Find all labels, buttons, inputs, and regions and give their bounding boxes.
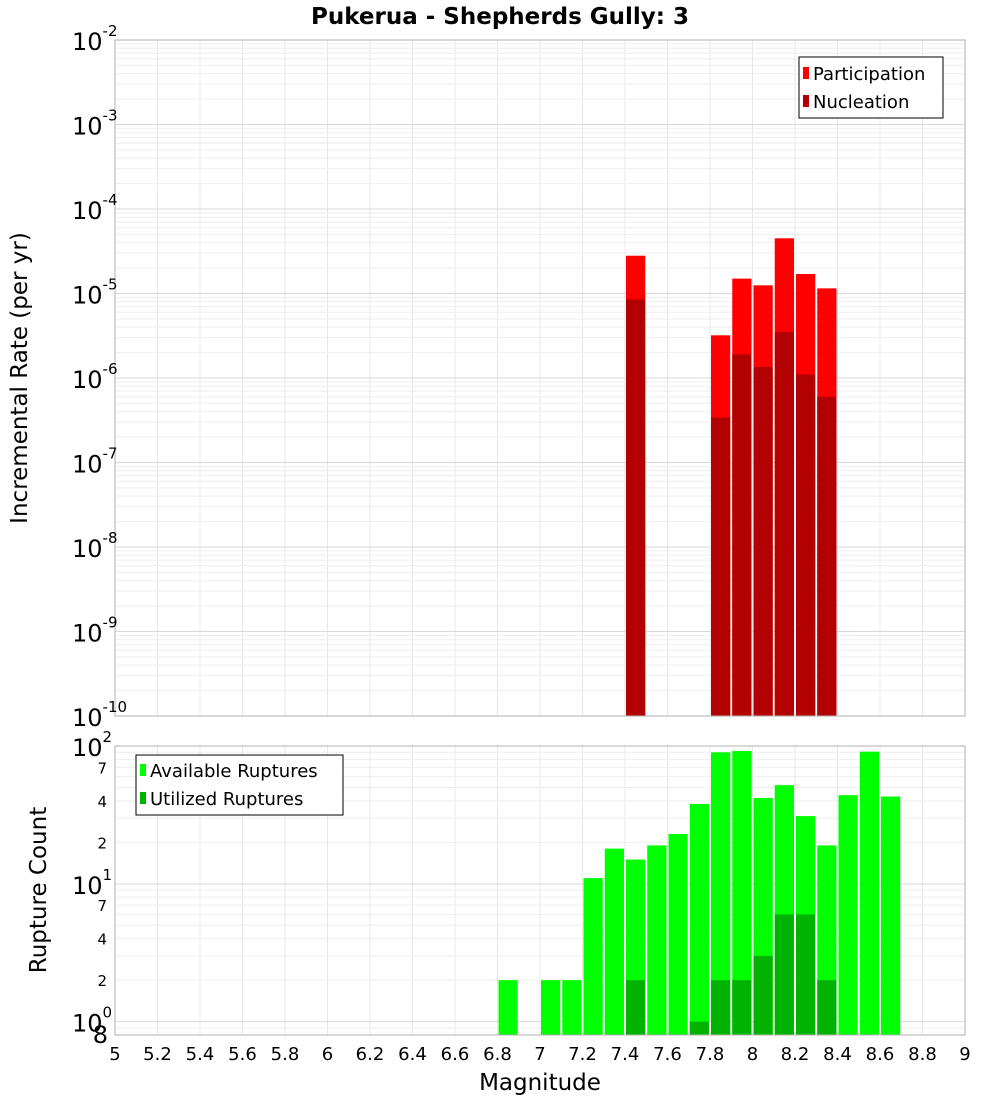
count-bar-utilized-ruptures (711, 980, 731, 1035)
rate-plot-bars (626, 238, 837, 717)
count-bar-utilized-ruptures (753, 955, 773, 1035)
count-y-decade-label: 100 (72, 1004, 112, 1038)
legend-label-available-ruptures: Available Ruptures (150, 761, 318, 782)
rate-y-tick-label: 10-10 (72, 698, 127, 732)
count-bar-utilized-ruptures (689, 1021, 709, 1035)
x-tick-label: 7.8 (696, 1044, 725, 1065)
rate-y-tick-label: 10-7 (72, 445, 118, 479)
rate-bar-nucleation (711, 417, 731, 716)
x-tick-label: 8.8 (908, 1044, 937, 1065)
count-bar-utilized-ruptures (796, 914, 816, 1035)
count-y-minor-label: 8 (93, 1021, 108, 1049)
rate-y-tick-label: 10-9 (72, 614, 118, 648)
count-y-minor-label: 7 (97, 759, 107, 777)
rate-y-axis-label: Incremental Rate (per yr) (7, 232, 33, 524)
x-tick-label: 6.2 (356, 1044, 385, 1065)
legend-swatch-utilized-ruptures (140, 792, 146, 804)
chart-title: Pukerua - Shepherds Gully: 3 (311, 4, 689, 30)
rate-bar-nucleation (796, 374, 816, 716)
count-bar-available-ruptures (881, 796, 901, 1035)
count-bar-available-ruptures (604, 848, 624, 1035)
legend-swatch-available-ruptures (140, 764, 146, 776)
rate-y-tick-label: 10-6 (72, 360, 118, 394)
x-tick-label: 7.4 (611, 1044, 640, 1065)
count-y-minor-label: 2 (97, 972, 107, 990)
count-y-minor-label: 2 (97, 834, 107, 852)
count-y-tick-labels: 100 101 102 8 2 4 7 2 4 7 (72, 728, 112, 1049)
count-bar-available-ruptures (859, 751, 879, 1035)
x-tick-label: 6.6 (441, 1044, 470, 1065)
x-tick-label: 5.8 (271, 1044, 300, 1065)
count-bar-available-ruptures (562, 980, 582, 1035)
x-tick-label: 8 (747, 1044, 758, 1065)
legend-label-participation: Participation (813, 64, 925, 85)
x-axis-label: Magnitude (479, 1070, 601, 1096)
rate-y-tick-label: 10-2 (72, 22, 118, 56)
rate-legend-box (798, 56, 944, 119)
count-legend-box (135, 754, 344, 816)
legend-label-utilized-ruptures: Utilized Ruptures (150, 789, 303, 810)
x-tick-label: 8.2 (781, 1044, 810, 1065)
x-tick-label: 5.6 (228, 1044, 257, 1065)
count-bar-available-ruptures (541, 980, 561, 1035)
rate-bar-nucleation (753, 366, 773, 716)
count-y-minor-label: 7 (97, 897, 107, 915)
legend-swatch-nucleation (803, 95, 809, 107)
count-legend: Available Ruptures Utilized Ruptures (135, 754, 344, 816)
x-tick-label: 9 (959, 1044, 970, 1065)
legend-label-nucleation: Nucleation (813, 92, 909, 113)
count-bar-available-ruptures (711, 752, 731, 1035)
x-tick-label: 5 (109, 1044, 120, 1065)
x-tick-label: 7.6 (653, 1044, 682, 1065)
rate-bar-nucleation (817, 396, 837, 716)
count-bar-available-ruptures (732, 750, 752, 1035)
count-plot-bars (498, 750, 901, 1035)
count-bar-available-ruptures (647, 845, 667, 1035)
rate-y-tick-labels: 10-10 10-9 10-8 10-7 10-6 10-5 10-4 10-3 10-2 (72, 22, 127, 732)
count-y-minor-label: 4 (97, 793, 107, 811)
count-bar-utilized-ruptures (626, 980, 646, 1035)
x-tick-label: 7.2 (568, 1044, 597, 1065)
x-tick-label: 5.2 (143, 1044, 172, 1065)
rate-bar-nucleation (626, 299, 646, 716)
x-tick-label: 6.4 (398, 1044, 427, 1065)
count-bar-utilized-ruptures (774, 914, 794, 1035)
rate-plot: 10-10 10-9 10-8 10-7 10-6 10-5 10-4 10-3 10-2 In… (7, 22, 966, 732)
count-y-axis-label: Rupture Count (26, 807, 52, 973)
count-bar-available-ruptures (689, 803, 709, 1035)
rate-bar-nucleation (774, 332, 794, 716)
rate-bar-nucleation (732, 354, 752, 716)
x-tick-labels: 5 5.2 5.4 5.6 5.8 6 6.2 6.4 6.6 6.8 7 7.2 7.4 7.6 7.8 8… (109, 1044, 970, 1065)
count-plot-border (114, 745, 966, 1036)
count-bar-available-ruptures (583, 878, 603, 1035)
rate-y-tick-label: 10-5 (72, 276, 118, 310)
x-tick-label: 7 (534, 1044, 545, 1065)
rate-plot-grid (114, 40, 966, 717)
rate-legend: Participation Nucleation (798, 56, 944, 119)
count-bar-utilized-ruptures (817, 980, 837, 1035)
count-y-minor-label: 4 (97, 931, 107, 949)
x-tick-label: 6 (322, 1044, 333, 1065)
count-y-decade-label: 101 (72, 866, 112, 900)
x-tick-label: 8.6 (866, 1044, 895, 1065)
count-bar-available-ruptures (498, 980, 518, 1035)
x-tick-label: 5.4 (186, 1044, 215, 1065)
count-bar-available-ruptures (838, 795, 858, 1035)
rate-y-tick-label: 10-4 (72, 191, 118, 225)
x-tick-label: 6.8 (483, 1044, 512, 1065)
count-bar-utilized-ruptures (732, 980, 752, 1035)
count-plot: 100 101 102 8 2 4 7 2 4 7 5 5.2 5.4 5.6 5.8 6 6.2 6.4 6.6… (26, 728, 971, 1096)
rate-y-tick-label: 10-8 (72, 529, 118, 563)
legend-swatch-participation (803, 67, 809, 79)
count-y-decade-label: 102 (72, 728, 112, 762)
x-tick-label: 8.4 (823, 1044, 852, 1065)
rate-plot-border (114, 39, 966, 717)
rate-y-tick-label: 10-3 (72, 107, 118, 141)
count-bar-available-ruptures (668, 833, 688, 1035)
